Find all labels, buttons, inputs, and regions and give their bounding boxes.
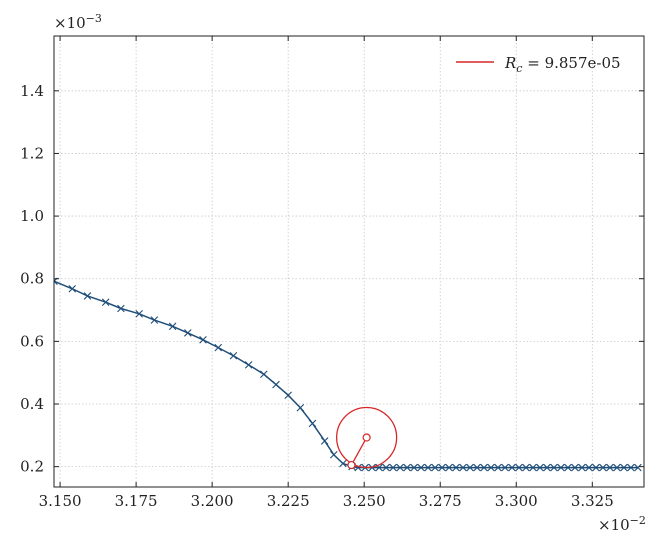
series-marker — [68, 284, 77, 293]
series-marker — [339, 459, 347, 468]
series-marker — [308, 419, 317, 428]
series-marker — [284, 391, 292, 400]
x-tick-label: 3.225 — [267, 492, 310, 510]
series-marker — [543, 463, 551, 472]
series-marker — [330, 450, 338, 459]
series-marker — [117, 304, 125, 313]
series-marker — [501, 463, 509, 472]
plot-frame — [53, 35, 645, 488]
series-marker — [578, 463, 586, 472]
circle-center-marker — [362, 433, 371, 442]
series-marker — [296, 403, 305, 412]
series-group — [54, 277, 642, 472]
series-marker — [272, 380, 280, 389]
series-line — [54, 280, 638, 469]
series-marker — [260, 370, 268, 379]
series-marker — [410, 463, 418, 472]
y-tick-label: 0.8 — [20, 270, 44, 288]
series-marker — [599, 463, 607, 472]
radius-circle-outline — [336, 406, 398, 469]
y-tick-label: 1.0 — [20, 207, 44, 225]
data-series — [54, 277, 642, 472]
series-marker — [592, 463, 600, 472]
series-marker — [214, 343, 223, 352]
radius-circle — [336, 406, 398, 470]
series-marker — [557, 463, 565, 472]
series-marker — [396, 463, 404, 472]
y-tick-label: 0.2 — [20, 458, 44, 476]
x-tick-label: 3.325 — [571, 492, 614, 510]
y-multiplier-label: ×10−3 — [54, 12, 102, 32]
series-marker — [522, 463, 530, 472]
series-marker — [508, 463, 516, 472]
series-marker — [184, 329, 192, 337]
circle-start-marker — [347, 460, 356, 470]
series-marker — [83, 292, 92, 300]
x-tick-label: 3.175 — [115, 492, 158, 510]
series-marker — [417, 463, 425, 472]
radius-line — [350, 437, 368, 466]
grid-lines — [54, 36, 644, 487]
series-marker — [585, 463, 593, 472]
x-tick-label: 3.150 — [39, 492, 82, 510]
y-tick-label: 1.2 — [20, 144, 44, 162]
series-marker — [389, 463, 397, 472]
series-marker — [168, 322, 177, 331]
series-marker — [473, 463, 481, 472]
series-marker — [620, 463, 628, 472]
axis-ticks: 3.150 3.175 3.200 3.225 3.250 3.275 3.300 3.325… — [20, 36, 644, 510]
x-tick-label: 3.250 — [343, 492, 386, 510]
series-marker — [320, 437, 329, 445]
series-marker — [150, 316, 159, 324]
series-marker — [101, 298, 110, 307]
series-marker — [459, 463, 467, 472]
series-marker — [571, 463, 579, 472]
series-marker — [403, 463, 411, 472]
series-marker — [529, 463, 537, 472]
series-marker — [438, 463, 446, 472]
series-marker — [494, 463, 502, 472]
series-marker — [424, 463, 432, 472]
x-tick-label: 3.300 — [495, 492, 538, 510]
series-marker — [199, 336, 207, 344]
series-marker — [634, 463, 642, 472]
x-tick-label: 3.275 — [419, 492, 462, 510]
series-marker — [452, 463, 460, 472]
series-marker — [515, 463, 523, 472]
series-marker — [627, 463, 635, 472]
series-marker — [536, 463, 544, 472]
x-tick-label: 3.200 — [191, 492, 234, 510]
legend: Rc = 9.857e-05 — [456, 54, 621, 75]
series-marker — [382, 463, 390, 472]
series-marker — [480, 463, 488, 472]
y-tick-label: 0.4 — [20, 395, 44, 413]
series-marker — [487, 463, 495, 472]
series-marker — [431, 463, 439, 472]
y-tick-label: 1.4 — [20, 82, 44, 100]
x-multiplier-label: ×10−2 — [598, 514, 646, 534]
series-marker — [550, 463, 558, 472]
series-marker — [564, 463, 572, 472]
y-tick-label: 0.6 — [20, 332, 44, 350]
series-marker — [229, 351, 238, 360]
legend-label: Rc = 9.857e-05 — [504, 54, 621, 75]
series-marker — [613, 463, 621, 472]
series-marker — [445, 463, 453, 472]
series-marker — [466, 463, 474, 472]
series-marker — [244, 361, 253, 369]
series-marker — [606, 463, 614, 472]
series-marker — [135, 310, 143, 318]
